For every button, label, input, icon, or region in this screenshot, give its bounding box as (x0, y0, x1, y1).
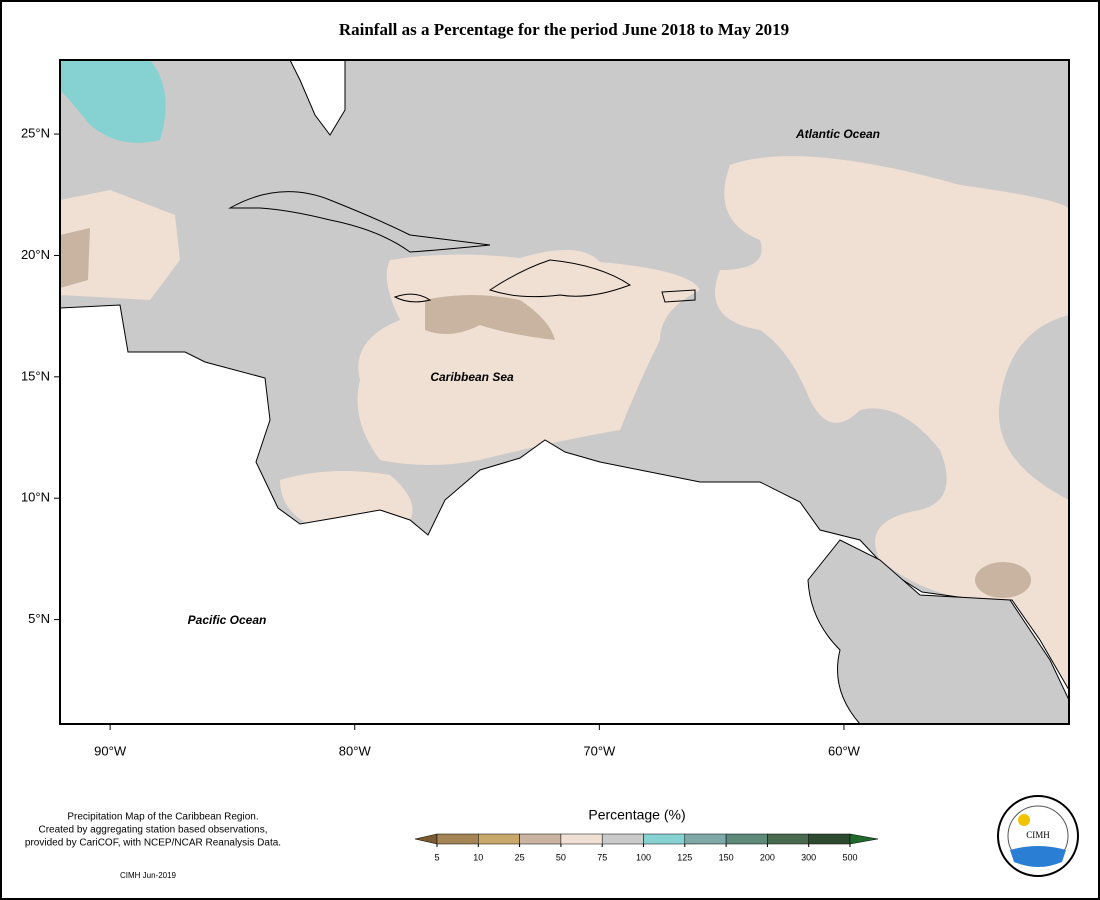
dry-area (975, 562, 1031, 598)
colorbar-segment (725, 833, 768, 845)
x-tick-label: 70°W (583, 743, 616, 758)
florida (289, 60, 346, 136)
credit: CIMH Jun-2019 (120, 871, 177, 880)
footnote: provided by CariCOF, with NCEP/NCAR Rean… (25, 838, 281, 849)
x-tick-label: 60°W (828, 743, 861, 758)
colorbar-label: 150 (719, 852, 734, 862)
puerto-rico (661, 289, 696, 303)
colorbar-label: 125 (677, 852, 692, 862)
x-tick-label: 90°W (94, 743, 127, 758)
cuba (228, 191, 491, 253)
ocean-label: Caribbean Sea (430, 370, 514, 384)
title: Rainfall as a Percentage for the period … (339, 20, 789, 39)
jamaica (393, 293, 432, 303)
footnote: Precipitation Map of the Caribbean Regio… (67, 812, 258, 823)
x-tick-label: 80°W (339, 743, 372, 758)
colorbar-segment (684, 833, 727, 845)
normal-area (715, 156, 1069, 691)
y-tick-label: 15°N (21, 368, 50, 383)
dry-area (425, 295, 555, 340)
colorbar-segment (478, 833, 520, 845)
map-frame (59, 59, 1070, 725)
ocean-label: Atlantic Ocean (795, 127, 880, 141)
hispaniola (488, 259, 632, 298)
colorbar-segment (519, 833, 562, 845)
logo: CIMH (997, 795, 1079, 877)
dry-area (60, 228, 90, 288)
colorbar-label: 300 (801, 852, 816, 862)
colorbar-segment (643, 833, 686, 845)
logo-text: CIMH (1026, 830, 1050, 840)
y-tick-label: 5°N (28, 611, 50, 626)
colorbar-segment (767, 833, 809, 845)
colorbar-label: 50 (556, 852, 566, 862)
footnote: Created by aggregating station based obs… (38, 825, 267, 836)
colorbar-segment (808, 833, 851, 845)
colorbar-segment (601, 833, 644, 845)
guianas (807, 539, 1069, 724)
colorbar-label: 100 (636, 852, 651, 862)
colorbar-label: 25 (515, 852, 525, 862)
logo-sun (1018, 814, 1030, 826)
colorbar-label: 75 (597, 852, 607, 862)
colorbar-label: 200 (760, 852, 775, 862)
colorbar-over (849, 833, 879, 845)
colorbar-segment (436, 833, 479, 845)
ocean-label: Pacific Ocean (188, 613, 267, 627)
wet-area (60, 60, 166, 143)
legend-title: Percentage (%) (588, 807, 685, 823)
colorbar-label: 5 (434, 852, 439, 862)
normal-area (60, 190, 180, 300)
logo-water (1010, 846, 1066, 867)
colorbar-segment (560, 833, 603, 845)
y-tick-label: 20°N (21, 247, 50, 262)
colorbar-label: 10 (473, 852, 483, 862)
y-tick-label: 25°N (21, 125, 50, 140)
colorbar-label: 500 (842, 852, 857, 862)
y-tick-label: 10°N (21, 490, 50, 505)
map (60, 60, 1069, 724)
